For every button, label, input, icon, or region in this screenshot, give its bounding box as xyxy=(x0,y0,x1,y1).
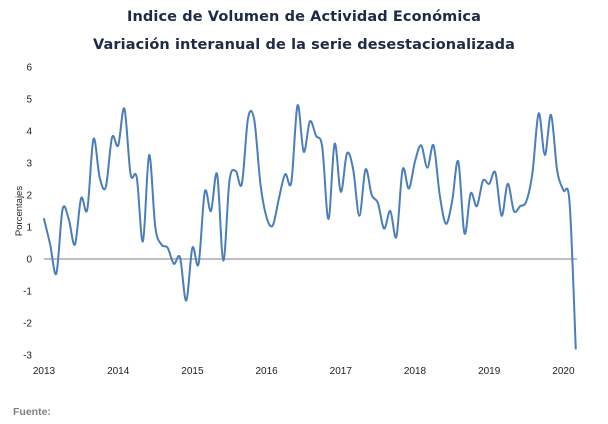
x-tick-label: 2013 xyxy=(33,366,56,377)
x-tick-label: 2015 xyxy=(181,366,204,377)
y-tick-label: -2 xyxy=(23,319,32,330)
y-axis: -3 -2 -1 0 1 2 3 4 5 6 xyxy=(23,63,32,362)
x-axis: 2013 2014 2015 2016 2017 2018 2019 2020 xyxy=(33,366,575,377)
source-label: Fuente: xyxy=(13,406,51,418)
y-axis-label: Porcentajes xyxy=(14,186,25,236)
x-tick-label: 2019 xyxy=(478,366,501,377)
y-tick-label: 5 xyxy=(26,95,32,106)
y-tick-label: 2 xyxy=(26,191,32,202)
x-tick-label: 2020 xyxy=(552,366,575,377)
series-line xyxy=(43,104,577,350)
y-tick-label: -3 xyxy=(23,351,32,362)
y-tick-label: -1 xyxy=(23,287,32,298)
x-tick-label: 2017 xyxy=(330,366,353,377)
x-tick-label: 2018 xyxy=(404,366,427,377)
x-tick-label: 2014 xyxy=(107,366,130,377)
chart-title: Indice de Volumen de Actividad Económica xyxy=(126,9,481,25)
y-tick-label: 0 xyxy=(26,255,32,266)
y-tick-label: 3 xyxy=(26,159,32,170)
y-tick-label: 4 xyxy=(26,127,32,138)
x-tick-label: 2016 xyxy=(255,366,278,377)
chart-subtitle: Variación interanual de la serie desesta… xyxy=(92,37,516,53)
y-tick-label: 6 xyxy=(26,63,32,74)
y-tick-label: 1 xyxy=(26,223,32,234)
